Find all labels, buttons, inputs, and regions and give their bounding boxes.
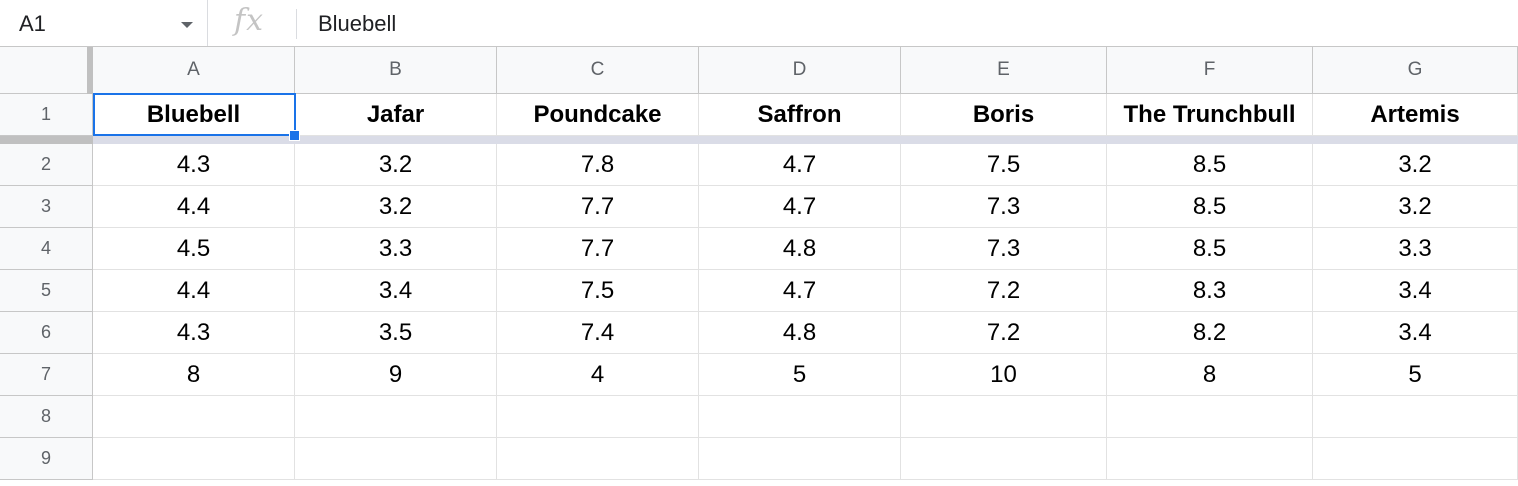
cell-c7[interactable]: 4 [497, 354, 699, 396]
select-all-corner[interactable] [0, 47, 93, 94]
cell-f6[interactable]: 8.2 [1107, 312, 1313, 354]
row-header-3[interactable]: 3 [0, 186, 93, 228]
column-header-b[interactable]: B [295, 47, 497, 94]
cell-b1[interactable]: Jafar [295, 94, 497, 136]
column-header-a[interactable]: A [93, 47, 295, 94]
cell-e8[interactable] [901, 396, 1107, 438]
cell-b3[interactable]: 3.2 [295, 186, 497, 228]
fx-icon: fx [234, 3, 265, 38]
cell-c8[interactable] [497, 396, 699, 438]
formula-input[interactable]: Bluebell [318, 11, 397, 36]
cell-d8[interactable] [699, 396, 901, 438]
cell-a6[interactable]: 4.3 [93, 312, 295, 354]
cell-g1[interactable]: Artemis [1313, 94, 1518, 136]
cell-b9[interactable] [295, 438, 497, 480]
cell-c9[interactable] [497, 438, 699, 480]
cell-b7[interactable]: 9 [295, 354, 497, 396]
formula-bar: A1 fx Bluebell [0, 0, 1518, 47]
cell-d7[interactable]: 5 [699, 354, 901, 396]
cell-a2[interactable]: 4.3 [93, 144, 295, 186]
row-header-1[interactable]: 1 [0, 94, 93, 136]
cell-c4[interactable]: 7.7 [497, 228, 699, 270]
cell-b6[interactable]: 3.5 [295, 312, 497, 354]
cell-b5[interactable]: 3.4 [295, 270, 497, 312]
cell-a3[interactable]: 4.4 [93, 186, 295, 228]
cell-f2[interactable]: 8.5 [1107, 144, 1313, 186]
cell-e3[interactable]: 7.3 [901, 186, 1107, 228]
cell-e9[interactable] [901, 438, 1107, 480]
cell-e6[interactable]: 7.2 [901, 312, 1107, 354]
cell-a9[interactable] [93, 438, 295, 480]
name-box-value[interactable]: A1 [19, 11, 46, 36]
column-freeze-handle[interactable] [87, 47, 93, 94]
row-header-9[interactable]: 9 [0, 438, 93, 480]
column-header-e[interactable]: E [901, 47, 1107, 94]
cell-b8[interactable] [295, 396, 497, 438]
cell-d1[interactable]: Saffron [699, 94, 901, 136]
cell-a4[interactable]: 4.5 [93, 228, 295, 270]
cell-c3[interactable]: 7.7 [497, 186, 699, 228]
cell-d3[interactable]: 4.7 [699, 186, 901, 228]
row-header-7[interactable]: 7 [0, 354, 93, 396]
row-header-2[interactable]: 2 [0, 144, 93, 186]
column-header-f[interactable]: F [1107, 47, 1313, 94]
cell-f7[interactable]: 8 [1107, 354, 1313, 396]
cell-g7[interactable]: 5 [1313, 354, 1518, 396]
cell-c5[interactable]: 7.5 [497, 270, 699, 312]
cell-f4[interactable]: 8.5 [1107, 228, 1313, 270]
row-freeze-handle[interactable] [0, 136, 93, 144]
cell-d9[interactable] [699, 438, 901, 480]
cell-d2[interactable]: 4.7 [699, 144, 901, 186]
column-header-d[interactable]: D [699, 47, 901, 94]
cell-g4[interactable]: 3.3 [1313, 228, 1518, 270]
cell-g2[interactable]: 3.2 [1313, 144, 1518, 186]
cell-e7[interactable]: 10 [901, 354, 1107, 396]
cell-f9[interactable] [1107, 438, 1313, 480]
fill-handle[interactable] [289, 130, 300, 141]
cell-e1[interactable]: Boris [901, 94, 1107, 136]
row-header-8[interactable]: 8 [0, 396, 93, 438]
cell-c1[interactable]: Poundcake [497, 94, 699, 136]
cell-b4[interactable]: 3.3 [295, 228, 497, 270]
chevron-down-icon[interactable] [181, 22, 193, 28]
cell-c6[interactable]: 7.4 [497, 312, 699, 354]
formula-bar-divider [296, 9, 297, 39]
column-header-c[interactable]: C [497, 47, 699, 94]
cell-d4[interactable]: 4.8 [699, 228, 901, 270]
cell-g5[interactable]: 3.4 [1313, 270, 1518, 312]
cell-g9[interactable] [1313, 438, 1518, 480]
cell-c2[interactable]: 7.8 [497, 144, 699, 186]
cell-f3[interactable]: 8.5 [1107, 186, 1313, 228]
frozen-row-divider [93, 136, 1518, 144]
cell-e5[interactable]: 7.2 [901, 270, 1107, 312]
name-box[interactable]: A1 [0, 0, 208, 46]
row-header-6[interactable]: 6 [0, 312, 93, 354]
cell-f8[interactable] [1107, 396, 1313, 438]
cell-g3[interactable]: 3.2 [1313, 186, 1518, 228]
cell-a7[interactable]: 8 [93, 354, 295, 396]
cell-f5[interactable]: 8.3 [1107, 270, 1313, 312]
cell-a8[interactable] [93, 396, 295, 438]
cell-d5[interactable]: 4.7 [699, 270, 901, 312]
cell-f1[interactable]: The Trunchbull [1107, 94, 1313, 136]
cell-b2[interactable]: 3.2 [295, 144, 497, 186]
cell-e2[interactable]: 7.5 [901, 144, 1107, 186]
column-header-g[interactable]: G [1313, 47, 1518, 94]
cell-g6[interactable]: 3.4 [1313, 312, 1518, 354]
cell-d6[interactable]: 4.8 [699, 312, 901, 354]
row-header-4[interactable]: 4 [0, 228, 93, 270]
cell-g8[interactable] [1313, 396, 1518, 438]
cell-a1[interactable]: Bluebell [93, 94, 295, 136]
cell-e4[interactable]: 7.3 [901, 228, 1107, 270]
cell-a5[interactable]: 4.4 [93, 270, 295, 312]
row-header-5[interactable]: 5 [0, 270, 93, 312]
